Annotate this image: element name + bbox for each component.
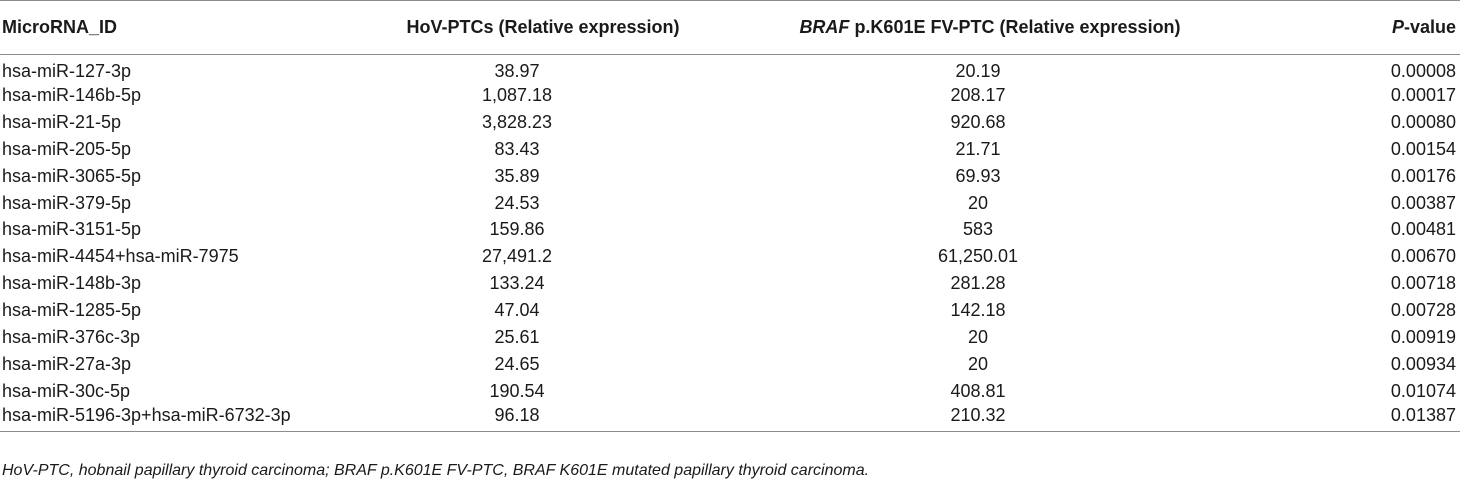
cell-p-value: 0.00017 bbox=[1390, 84, 1456, 105]
cell-hov-expression: 1,087.18 bbox=[481, 84, 553, 105]
table-row: hsa-miR-27a-3p 24.65 20 0.00934 bbox=[0, 351, 1460, 378]
cell-microrna-id: hsa-miR-376c-3p bbox=[2, 326, 141, 347]
table-row: hsa-miR-379-5p 24.53 20 0.00387 bbox=[0, 190, 1460, 217]
cell-hov-expression: 96.18 bbox=[346, 404, 740, 433]
cell-hov-expression: 24.53 bbox=[494, 192, 540, 213]
cell-microrna-id: hsa-miR-3065-5p bbox=[2, 165, 142, 186]
cell-braf-expression: 69.93 bbox=[955, 165, 1001, 186]
cell-hov-expression: 83.43 bbox=[494, 138, 540, 159]
cell-braf-expression: 920.68 bbox=[950, 111, 1006, 132]
cell-microrna-id: hsa-miR-21-5p bbox=[2, 111, 122, 132]
cell-p-value: 0.00008 bbox=[1390, 61, 1456, 81]
table-row: hsa-miR-21-5p 3,828.23 920.68 0.00080 bbox=[0, 109, 1460, 136]
cell-braf-expression: 281.28 bbox=[950, 273, 1006, 294]
cell-p-value: 0.00387 bbox=[1390, 192, 1456, 213]
table-row: hsa-miR-146b-5p 1,087.18 208.17 0.00017 bbox=[0, 82, 1460, 109]
table-row: hsa-miR-376c-3p 25.61 20 0.00919 bbox=[0, 324, 1460, 351]
cell-braf-expression: 20 bbox=[967, 192, 989, 213]
table-footnote: HoV-PTC, hobnail papillary thyroid carci… bbox=[2, 462, 870, 479]
header-p-italic: P bbox=[1391, 17, 1404, 37]
cell-microrna-id: hsa-miR-205-5p bbox=[2, 138, 132, 159]
table-body: hsa-miR-127-3p 38.97 20.19 0.00008 hsa-miR-1… bbox=[0, 55, 1460, 433]
table-row: hsa-miR-4454+hsa-miR-7975 27,491.2 61,250.… bbox=[0, 243, 1460, 270]
cell-hov-expression: 38.97 bbox=[494, 61, 540, 81]
table-row: hsa-miR-30c-5p 190.54 408.81 0.01074 bbox=[0, 378, 1460, 405]
header-braf-gene: BRAF bbox=[799, 17, 850, 37]
cell-p-value: 0.00176 bbox=[1390, 165, 1456, 186]
cell-hov-expression: 159.86 bbox=[489, 219, 545, 240]
table-row: hsa-miR-5196-3p+hsa-miR-6732-3p 96.18 210.… bbox=[0, 404, 1460, 433]
cell-p-value: 0.00728 bbox=[1390, 300, 1456, 321]
cell-p-value: 0.00670 bbox=[1390, 246, 1456, 267]
cell-braf-expression: 208.17 bbox=[950, 84, 1006, 105]
cell-braf-expression: 20 bbox=[967, 326, 989, 347]
cell-microrna-id: hsa-miR-1285-5p bbox=[2, 300, 142, 321]
cell-hov-expression: 47.04 bbox=[494, 300, 540, 321]
cell-hov-expression: 27,491.2 bbox=[481, 246, 553, 267]
cell-microrna-id: hsa-miR-30c-5p bbox=[2, 380, 131, 401]
cell-braf-expression: 21.71 bbox=[955, 138, 1001, 159]
cell-p-value: 0.00154 bbox=[1390, 138, 1456, 159]
cell-p-value: 0.00718 bbox=[1390, 273, 1456, 294]
cell-hov-expression: 3,828.23 bbox=[481, 111, 553, 132]
table-header-row: MicroRNA_ID HoV-PTCs (Relative expressio… bbox=[0, 0, 1460, 55]
cell-microrna-id: hsa-miR-3151-5p bbox=[2, 219, 142, 240]
table-row: hsa-miR-205-5p 83.43 21.71 0.00154 bbox=[0, 136, 1460, 163]
cell-hov-expression: 190.54 bbox=[489, 380, 545, 401]
cell-braf-expression: 61,250.01 bbox=[937, 246, 1019, 267]
table-row: hsa-miR-127-3p 38.97 20.19 0.00008 bbox=[0, 55, 1460, 83]
cell-braf-expression: 408.81 bbox=[950, 380, 1006, 401]
cell-hov-expression: 35.89 bbox=[494, 165, 540, 186]
cell-hov-expression: 25.61 bbox=[494, 326, 540, 347]
header-microrna-id: MicroRNA_ID bbox=[0, 0, 346, 55]
header-braf-rest: p.K601E FV-PTC (Relative expression) bbox=[849, 17, 1181, 37]
cell-p-value: 0.01074 bbox=[1390, 380, 1456, 401]
cell-braf-expression: 583 bbox=[962, 219, 994, 240]
cell-braf-expression: 20 bbox=[967, 353, 989, 374]
cell-p-value: 0.00481 bbox=[1390, 219, 1456, 240]
table-row: hsa-miR-3065-5p 35.89 69.93 0.00176 bbox=[0, 163, 1460, 190]
cell-microrna-id: hsa-miR-146b-5p bbox=[2, 84, 142, 105]
header-p-rest: -value bbox=[1403, 17, 1456, 37]
cell-p-value: 0.00919 bbox=[1390, 326, 1456, 347]
cell-microrna-id: hsa-miR-27a-3p bbox=[2, 353, 132, 374]
header-hov-ptcs: HoV-PTCs (Relative expression) bbox=[346, 0, 740, 55]
cell-p-value: 0.00080 bbox=[1390, 111, 1456, 132]
cell-hov-expression: 24.65 bbox=[494, 353, 540, 374]
table-row: hsa-miR-1285-5p 47.04 142.18 0.00728 bbox=[0, 297, 1460, 324]
table-row: hsa-miR-3151-5p 159.86 583 0.00481 bbox=[0, 216, 1460, 243]
cell-microrna-id: hsa-miR-148b-3p bbox=[2, 273, 142, 294]
cell-microrna-id: hsa-miR-127-3p bbox=[2, 61, 132, 81]
cell-microrna-id: hsa-miR-379-5p bbox=[2, 192, 132, 213]
table-row: hsa-miR-148b-3p 133.24 281.28 0.00718 bbox=[0, 270, 1460, 297]
cell-microrna-id: hsa-miR-5196-3p+hsa-miR-6732-3p bbox=[0, 404, 346, 433]
header-braf-fv-ptc: BRAF p.K601E FV-PTC (Relative expression… bbox=[740, 0, 1240, 55]
cell-p-value: 0.01387 bbox=[1240, 404, 1460, 433]
cell-hov-expression: 133.24 bbox=[489, 273, 545, 294]
cell-p-value: 0.00934 bbox=[1390, 353, 1456, 374]
microrna-expression-table: MicroRNA_ID HoV-PTCs (Relative expressio… bbox=[0, 0, 1460, 433]
header-p-value: P-value bbox=[1240, 0, 1460, 55]
cell-braf-expression: 20.19 bbox=[955, 61, 1001, 81]
cell-microrna-id: hsa-miR-4454+hsa-miR-7975 bbox=[2, 246, 239, 267]
cell-braf-expression: 142.18 bbox=[950, 300, 1006, 321]
cell-braf-expression: 210.32 bbox=[740, 404, 1240, 433]
